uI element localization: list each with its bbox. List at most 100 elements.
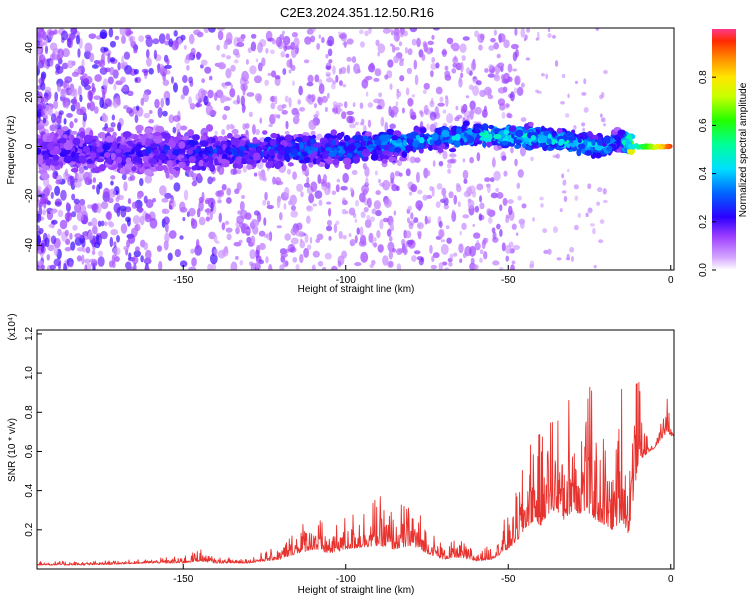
heatmap-cell [396,93,399,100]
heatmap-cell [338,33,347,39]
heatmap-cell [373,200,381,210]
heatmap-cell [38,54,46,64]
heatmap-cell [87,230,94,241]
heatmap-cell [72,137,81,146]
heatmap-cell [415,134,421,140]
heatmap-cell [144,127,153,134]
heatmap-cell [120,223,128,234]
heatmap-cell [374,170,379,176]
heatmap-cell [570,255,574,262]
heatmap-cell [350,240,354,247]
heatmap-cell [233,59,239,64]
heatmap-cell [49,209,57,215]
heatmap-cell [63,155,73,164]
heatmap-cell [164,64,172,70]
heatmap-cell [519,220,525,229]
heatmap-cell [416,230,422,237]
heatmap-cell [108,28,114,38]
heatmap-cell [462,252,467,259]
heatmap-cell [188,156,196,164]
heatmap-cell [379,219,384,230]
heatmap-cell [100,201,109,210]
heatmap-cell [520,117,527,122]
heatmap-cell [74,237,83,246]
heatmap-cell [455,105,459,111]
heatmap-cell [499,204,503,212]
heatmap-cell [242,123,247,131]
heatmap-cell [392,248,396,253]
heatmap-cell [540,72,545,77]
heatmap-cell [286,168,291,175]
heatmap-cell [407,97,414,107]
heatmap-cell [501,140,509,146]
heatmap-cell [245,228,251,233]
heatmap-cell [312,158,317,165]
heatmap-cell [318,78,323,85]
heatmap-cell [66,112,73,118]
heatmap-cell [564,113,570,118]
heatmap-cell [38,169,47,174]
heatmap-cell [410,212,414,220]
heatmap-cell [91,146,97,151]
heatmap-cell [390,171,395,182]
heatmap-cell [348,123,357,129]
heatmap-cell [255,58,259,63]
heatmap-cell [324,142,331,149]
heatmap-cell [236,215,244,225]
heatmap-cell [98,181,103,190]
heatmap-cell [444,95,448,99]
heatmap-cell [593,264,597,269]
heatmap-cell [40,108,45,116]
heatmap-cell [134,77,138,83]
heatmap-cell [133,49,138,54]
heatmap-cell [231,125,236,130]
heatmap-cell [180,94,185,100]
heatmap-cell [259,242,266,251]
heatmap-cell [119,28,127,36]
heatmap-cell [475,80,482,86]
heatmap-cell [451,68,457,74]
heatmap-cell [426,170,431,177]
heatmap-cell [48,106,53,117]
heatmap-cell [493,29,498,36]
heatmap-cell [393,152,399,157]
heatmap-cell [321,95,328,103]
heatmap-cell [219,158,229,164]
heatmap-cell [284,130,290,135]
heatmap-cell [565,257,571,261]
heatmap-cell [369,264,374,268]
heatmap-cell [221,222,226,231]
heatmap-cell [76,255,82,262]
heatmap-cell [362,148,370,154]
spectrogram-x-axis-label: Height of straight line (km) [298,284,415,295]
heatmap-cell [188,33,195,45]
heatmap-cell [487,73,495,78]
heatmap-cell [37,260,44,266]
heatmap-cell [409,156,416,164]
heatmap-cell [232,149,238,157]
heatmap-cell [85,246,91,254]
heatmap-cell [375,190,381,196]
heatmap-cell [42,209,46,216]
heatmap-cell [284,45,293,50]
heatmap-cell [514,158,518,167]
heatmap-cell [462,158,466,163]
heatmap-cell [586,131,593,137]
heatmap-cell [356,134,364,142]
heatmap-cell [543,249,549,254]
heatmap-cell [70,28,76,34]
heatmap-cell [59,137,67,144]
heatmap-cell [388,105,392,117]
heatmap-cell [436,128,442,136]
heatmap-cell [486,208,492,216]
heatmap-cell [167,252,173,261]
heatmap-cell [110,180,114,186]
heatmap-cell [435,201,441,209]
heatmap-cell [192,134,201,141]
heatmap-cell [485,237,489,243]
heatmap-cell [205,216,211,222]
heatmap-cell [126,107,133,114]
heatmap-cell [435,62,440,69]
heatmap-cell [432,160,436,167]
heatmap-cell [514,139,523,144]
